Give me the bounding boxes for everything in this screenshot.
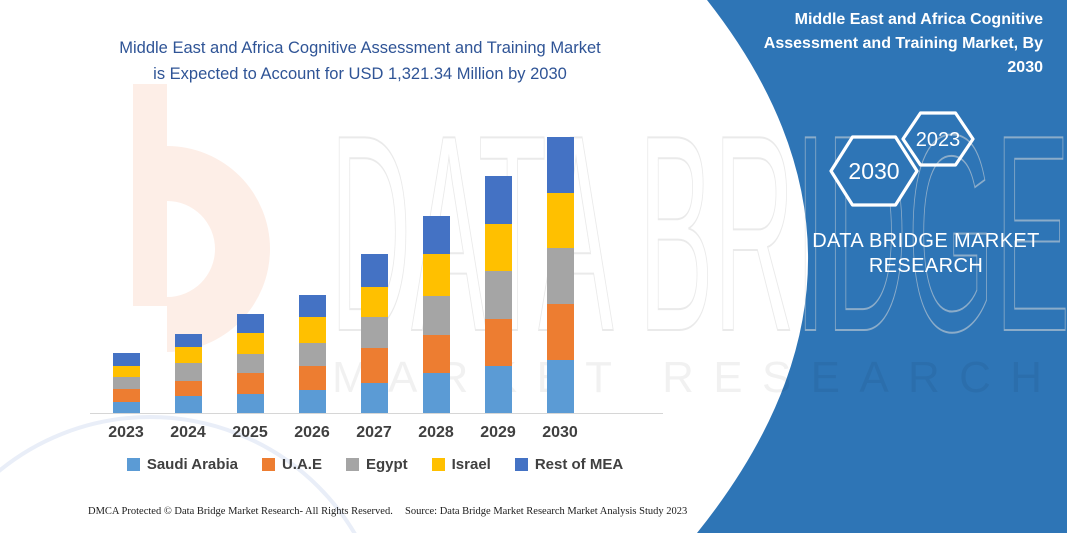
bar-segment-u-a-e [298, 366, 326, 390]
bar-segment-israel [484, 224, 512, 271]
bars-area [95, 137, 591, 413]
bar-segment-egypt [174, 363, 202, 381]
brand-name-line1: DATA BRIDGE MARKET [812, 230, 1040, 252]
bar-segment-egypt [298, 343, 326, 366]
bar-segment-israel [422, 254, 450, 296]
hexagon-2023-label: 2023 [916, 129, 961, 151]
bar-segment-rest-of-mea [298, 295, 326, 317]
bar-segment-saudi-arabia [422, 373, 450, 413]
bar-segment-egypt [546, 248, 574, 304]
x-axis-label-2030: 2030 [542, 424, 578, 441]
legend-swatch-icon [345, 458, 359, 471]
bar-column-2023 [95, 353, 157, 413]
bar-segment-israel [236, 333, 264, 354]
bar-segment-egypt [422, 296, 450, 335]
bar-segment-rest-of-mea [484, 176, 512, 224]
bar-segment-u-a-e [236, 373, 264, 394]
bar-column-2028 [405, 216, 467, 413]
legend-label: Israel [451, 456, 491, 473]
legend-swatch-icon [431, 458, 445, 471]
x-axis-labels: 2023 2024 2025 2026 2027 2028 2029 2030 [95, 424, 591, 442]
legend-label: Egypt [365, 456, 408, 473]
bar-segment-u-a-e [112, 389, 140, 402]
bar-column-2024 [157, 334, 219, 413]
footer-dmca-notice: DMCA Protected © Data Bridge Market Rese… [88, 506, 393, 517]
legend-item-egypt: Egypt [345, 456, 408, 473]
bar-segment-saudi-arabia [112, 402, 140, 413]
footer: DMCA Protected © Data Bridge Market Rese… [0, 506, 1067, 526]
x-axis-label-2023: 2023 [108, 424, 144, 441]
bar-segment-rest-of-mea [236, 314, 264, 333]
bar-column-2029 [467, 176, 529, 413]
x-axis-label-2027: 2027 [356, 424, 392, 441]
bar-segment-rest-of-mea [174, 334, 202, 347]
bar-segment-rest-of-mea [422, 216, 450, 254]
bar-segment-u-a-e [360, 348, 388, 383]
bar-segment-saudi-arabia [360, 383, 388, 413]
legend-label: Saudi Arabia [146, 456, 238, 473]
bar-segment-egypt [112, 377, 140, 389]
legend-swatch-icon [514, 458, 528, 471]
footer-source-note: Source: Data Bridge Market Research Mark… [405, 506, 688, 517]
bar-segment-israel [112, 366, 140, 377]
bar-column-2027 [343, 254, 405, 413]
legend: Saudi Arabia U.A.E Egypt Israel Rest of MEA [85, 456, 665, 473]
bar-segment-saudi-arabia [298, 390, 326, 413]
bar-segment-egypt [236, 354, 264, 373]
bar-stack-2028 [422, 216, 450, 413]
legend-label: Rest of MEA [534, 456, 624, 473]
bar-stack-2030 [546, 137, 574, 413]
x-axis-label-2026: 2026 [294, 424, 330, 441]
bar-column-2030 [529, 137, 591, 413]
x-axis-label-2024: 2024 [170, 424, 206, 441]
panel-title: Middle East and Africa Cognitive Assessm… [763, 11, 1043, 76]
chart-title-line1: Middle East and Africa Cognitive Assessm… [119, 39, 601, 57]
bar-segment-rest-of-mea [112, 353, 140, 366]
year-hexagons: 2023 2030 [829, 111, 975, 207]
x-axis-label-2029: 2029 [480, 424, 516, 441]
bar-segment-egypt [360, 317, 388, 348]
bar-segment-rest-of-mea [546, 137, 574, 193]
bar-column-2025 [219, 314, 281, 413]
legend-item-israel: Israel [431, 456, 491, 473]
bar-segment-rest-of-mea [360, 254, 388, 287]
bar-segment-saudi-arabia [236, 394, 264, 413]
bar-stack-2029 [484, 176, 512, 413]
bar-segment-saudi-arabia [484, 366, 512, 413]
x-axis-label-2028: 2028 [418, 424, 454, 441]
legend-item-saudi-arabia: Saudi Arabia [126, 456, 238, 473]
bar-segment-u-a-e [422, 335, 450, 373]
legend-swatch-icon [126, 458, 140, 471]
bar-segment-u-a-e [174, 381, 202, 396]
bar-stack-2023 [112, 353, 140, 413]
bar-stack-2027 [360, 254, 388, 413]
bar-segment-israel [546, 193, 574, 248]
legend-label: U.A.E [281, 456, 322, 473]
legend-item-rest-of-mea: Rest of MEA [514, 456, 624, 473]
chart-title: Middle East and Africa Cognitive Assessm… [75, 36, 645, 87]
legend-item-u-a-e: U.A.E [261, 456, 322, 473]
bar-stack-2024 [174, 334, 202, 413]
brand-name: DATA BRIDGE MARKET RESEARCH [776, 229, 1067, 279]
x-axis-line [90, 413, 663, 414]
chart-title-line2: is Expected to Account for USD 1,321.34 … [153, 64, 567, 83]
bar-segment-israel [174, 347, 202, 363]
bar-segment-u-a-e [546, 304, 574, 360]
bar-segment-israel [298, 317, 326, 343]
bar-segment-israel [360, 287, 388, 317]
brand-name-line2: RESEARCH [868, 255, 984, 277]
bar-column-2026 [281, 295, 343, 413]
legend-swatch-icon [261, 458, 275, 471]
bar-segment-saudi-arabia [546, 360, 574, 413]
bar-stack-2025 [236, 314, 264, 413]
bar-stack-2026 [298, 295, 326, 413]
bar-segment-u-a-e [484, 319, 512, 366]
hexagon-2030-label: 2030 [848, 158, 899, 184]
bar-segment-saudi-arabia [174, 396, 202, 413]
x-axis-label-2025: 2025 [232, 424, 268, 441]
bar-segment-egypt [484, 271, 512, 319]
